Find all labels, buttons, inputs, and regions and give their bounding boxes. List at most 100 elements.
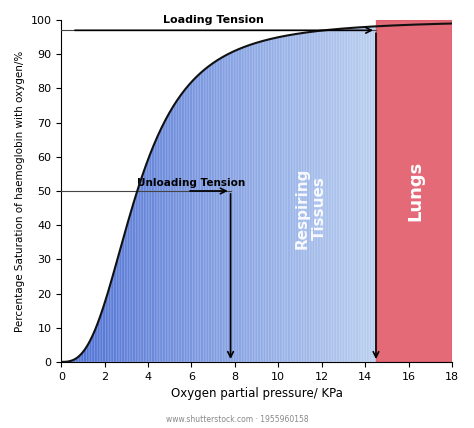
Polygon shape xyxy=(245,46,246,362)
Polygon shape xyxy=(278,37,280,362)
Polygon shape xyxy=(79,355,80,362)
Polygon shape xyxy=(69,361,71,362)
Polygon shape xyxy=(306,32,308,362)
Polygon shape xyxy=(341,29,343,362)
Polygon shape xyxy=(368,27,370,362)
Polygon shape xyxy=(68,361,69,362)
Polygon shape xyxy=(343,28,344,362)
Polygon shape xyxy=(235,50,237,362)
Polygon shape xyxy=(265,40,267,362)
Polygon shape xyxy=(373,27,374,362)
Polygon shape xyxy=(177,98,178,362)
Text: Loading Tension: Loading Tension xyxy=(163,15,264,25)
Polygon shape xyxy=(364,27,365,362)
Polygon shape xyxy=(131,207,132,362)
Polygon shape xyxy=(142,172,144,362)
Polygon shape xyxy=(186,86,188,362)
Polygon shape xyxy=(201,71,202,362)
Polygon shape xyxy=(167,114,169,362)
Polygon shape xyxy=(110,279,112,362)
Polygon shape xyxy=(80,353,82,362)
Polygon shape xyxy=(183,90,185,362)
Polygon shape xyxy=(213,62,215,362)
Polygon shape xyxy=(153,143,155,362)
Polygon shape xyxy=(356,27,357,362)
Polygon shape xyxy=(324,30,325,362)
Polygon shape xyxy=(376,20,452,362)
Polygon shape xyxy=(113,268,115,362)
Polygon shape xyxy=(139,181,140,362)
Polygon shape xyxy=(109,284,110,362)
Polygon shape xyxy=(325,30,327,362)
Polygon shape xyxy=(230,52,232,362)
Polygon shape xyxy=(351,28,352,362)
Polygon shape xyxy=(126,223,128,362)
Polygon shape xyxy=(228,54,229,362)
Text: Respiring
Tissues: Respiring Tissues xyxy=(295,167,327,249)
Text: www.shutterstock.com · 1955960158: www.shutterstock.com · 1955960158 xyxy=(166,415,308,424)
Polygon shape xyxy=(73,360,74,362)
Polygon shape xyxy=(91,335,93,362)
Polygon shape xyxy=(337,29,338,362)
Polygon shape xyxy=(276,37,278,362)
Polygon shape xyxy=(170,108,172,362)
Polygon shape xyxy=(262,41,264,362)
Polygon shape xyxy=(136,191,137,362)
Polygon shape xyxy=(123,234,125,362)
Polygon shape xyxy=(246,46,248,362)
Polygon shape xyxy=(85,347,87,362)
Text: Lungs: Lungs xyxy=(406,161,424,221)
Polygon shape xyxy=(134,196,136,362)
Polygon shape xyxy=(243,47,245,362)
Polygon shape xyxy=(71,360,73,362)
Polygon shape xyxy=(188,84,190,362)
Polygon shape xyxy=(301,33,303,362)
Polygon shape xyxy=(219,58,221,362)
Polygon shape xyxy=(283,36,284,362)
Polygon shape xyxy=(101,310,102,362)
Polygon shape xyxy=(199,73,201,362)
Polygon shape xyxy=(156,136,158,362)
Text: Unloading Tension: Unloading Tension xyxy=(137,178,246,187)
Polygon shape xyxy=(158,132,159,362)
Polygon shape xyxy=(190,83,191,362)
Polygon shape xyxy=(164,119,165,362)
Polygon shape xyxy=(209,65,210,362)
Polygon shape xyxy=(178,96,180,362)
X-axis label: Oxygen partial pressure/ KPa: Oxygen partial pressure/ KPa xyxy=(171,387,343,400)
Polygon shape xyxy=(75,358,77,362)
Polygon shape xyxy=(316,31,318,362)
Polygon shape xyxy=(366,27,368,362)
Polygon shape xyxy=(358,27,360,362)
Polygon shape xyxy=(318,31,319,362)
Polygon shape xyxy=(218,59,219,362)
Polygon shape xyxy=(289,35,291,362)
Polygon shape xyxy=(362,27,364,362)
Polygon shape xyxy=(129,212,131,362)
Polygon shape xyxy=(253,44,254,362)
Polygon shape xyxy=(145,163,146,362)
Polygon shape xyxy=(328,30,330,362)
Polygon shape xyxy=(215,61,216,362)
Polygon shape xyxy=(256,42,257,362)
Polygon shape xyxy=(303,33,305,362)
Polygon shape xyxy=(268,39,270,362)
Polygon shape xyxy=(347,28,349,362)
Polygon shape xyxy=(339,29,341,362)
Polygon shape xyxy=(192,79,194,362)
Polygon shape xyxy=(330,30,332,362)
Polygon shape xyxy=(327,30,328,362)
Polygon shape xyxy=(295,34,297,362)
Polygon shape xyxy=(249,45,251,362)
Polygon shape xyxy=(104,300,106,362)
Polygon shape xyxy=(93,331,94,362)
Polygon shape xyxy=(197,74,199,362)
Polygon shape xyxy=(107,290,109,362)
Polygon shape xyxy=(287,35,289,362)
Polygon shape xyxy=(94,327,96,362)
Polygon shape xyxy=(264,40,265,362)
Polygon shape xyxy=(202,70,204,362)
Polygon shape xyxy=(320,30,322,362)
Y-axis label: Percentage Saturation of haemoglobin with oxygen/%: Percentage Saturation of haemoglobin wit… xyxy=(15,51,25,332)
Polygon shape xyxy=(88,341,90,362)
